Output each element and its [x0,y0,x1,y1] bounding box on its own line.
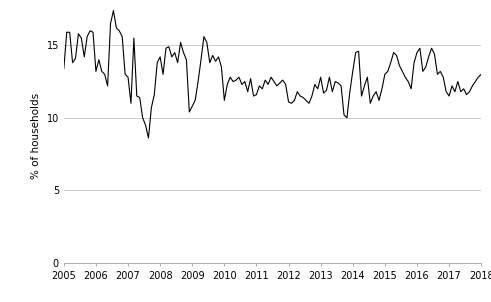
Y-axis label: % of households: % of households [31,93,41,179]
